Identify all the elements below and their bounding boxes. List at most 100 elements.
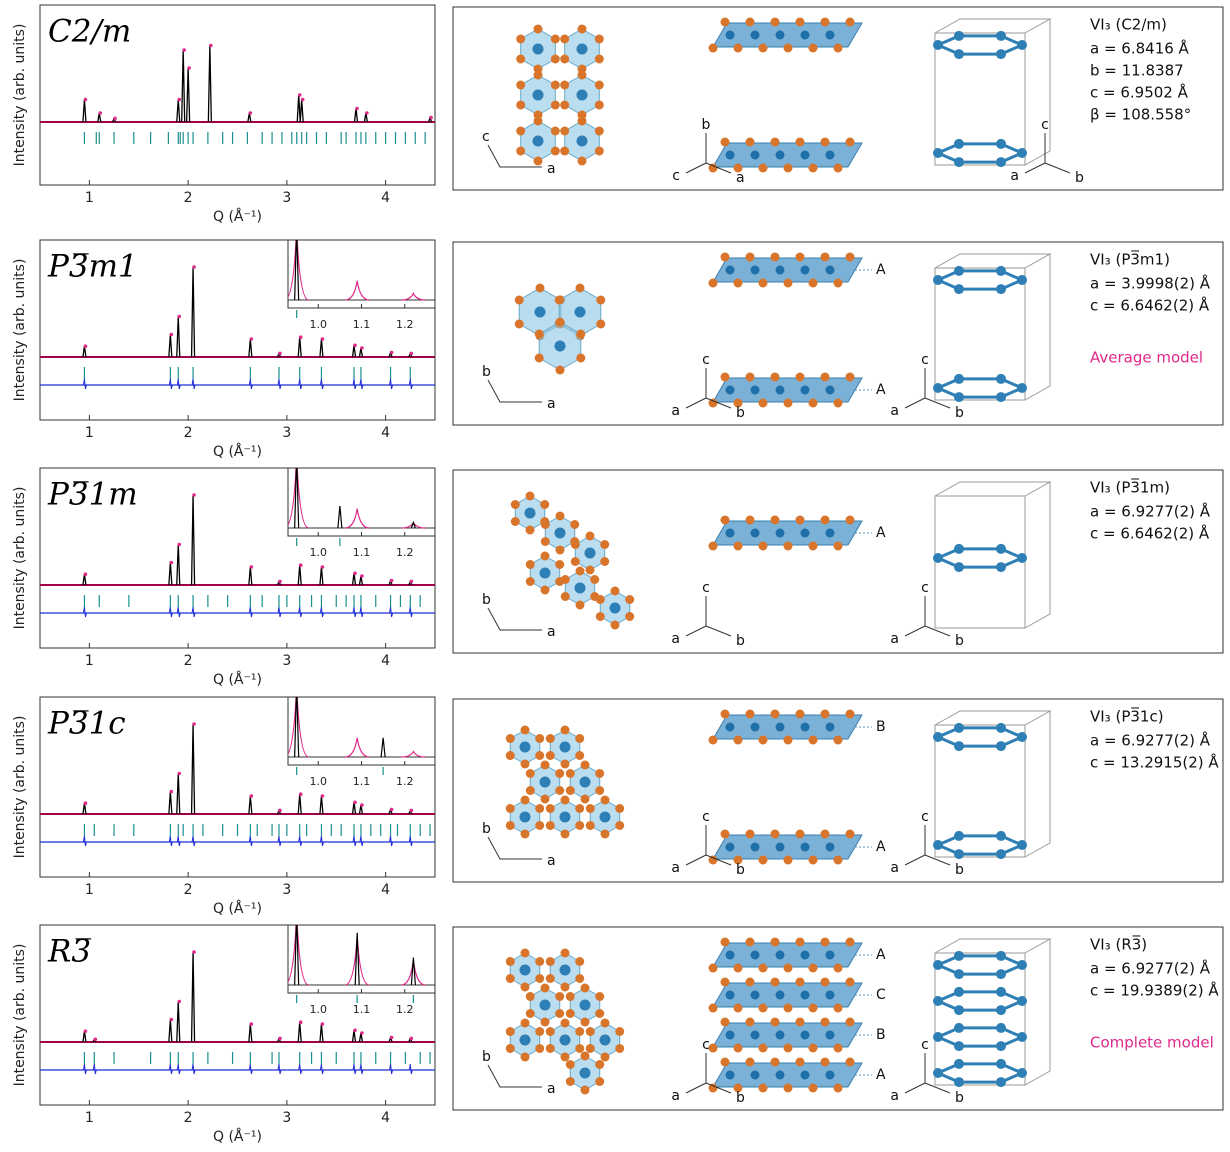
difference-spike: [248, 606, 253, 618]
iodine-atom: [516, 80, 526, 90]
observed-point: [320, 565, 325, 569]
observed-point: [83, 801, 88, 805]
iodine-atom: [745, 17, 755, 27]
inset-x-tick-label: 1.1: [353, 1003, 371, 1016]
iodine-atom: [795, 709, 805, 719]
iodine-atom: [795, 372, 805, 382]
iodine-atom: [516, 34, 526, 44]
iodine-atom: [733, 1003, 743, 1013]
layer-label: C: [876, 987, 886, 1003]
iodine-atom: [594, 146, 604, 156]
iodine-atom: [720, 977, 730, 987]
iodine-atom: [820, 515, 830, 525]
axis-label: c: [702, 580, 710, 596]
iodine-atom: [540, 551, 550, 561]
observed-point: [298, 563, 303, 567]
iodine-atom: [510, 517, 520, 526]
difference-spike: [359, 1063, 364, 1075]
x-tick-label: 2: [184, 190, 193, 206]
axis-label: a: [547, 1081, 556, 1097]
iodine-atom: [733, 1043, 743, 1053]
inset-x-tick-label: 1.0: [310, 775, 328, 788]
iodine-atom: [514, 319, 524, 329]
iodine-atom: [555, 317, 565, 327]
inset-observed-peak: [345, 508, 370, 529]
iodine-atom: [745, 829, 755, 839]
iodine-atom: [505, 821, 515, 830]
vanadium-atom: [996, 1005, 1006, 1016]
inset-observed-peak: [288, 697, 309, 758]
observed-point: [278, 351, 282, 356]
difference-spike: [92, 1063, 97, 1075]
iodine-atom: [820, 977, 830, 987]
axis-label: b: [955, 1090, 964, 1106]
observed-point: [177, 771, 182, 776]
iodine-atom: [550, 34, 560, 44]
iodine-atom: [770, 829, 780, 839]
iodine-atom: [733, 398, 743, 408]
iodine-atom: [600, 557, 610, 566]
vanadium-atom: [775, 150, 785, 160]
axis-triad: [904, 1053, 951, 1094]
vanadium-atom: [954, 986, 964, 997]
axis-label: c: [921, 809, 929, 825]
vanadium-atom: [775, 950, 785, 960]
vanadium-atom: [825, 722, 835, 732]
axis-label: b: [482, 364, 491, 380]
x-axis-label: Q (Å⁻¹): [213, 208, 262, 225]
inset-observed-peak: [345, 280, 370, 301]
iodine-atom: [585, 1027, 595, 1036]
observed-point: [389, 807, 394, 812]
iodine-atom: [540, 983, 550, 993]
observed-point: [355, 106, 359, 111]
axis-label: c: [702, 352, 710, 368]
inset-calculated-peak: [410, 957, 416, 986]
iodine-atom: [554, 295, 564, 305]
vanadium-atom: [933, 840, 943, 850]
axis-triad: [487, 379, 542, 403]
vanadium-atom: [825, 150, 835, 160]
vanadium-atom: [954, 1022, 964, 1033]
layer: [712, 377, 863, 403]
iodine-atom: [560, 1018, 570, 1028]
iodine-atom: [733, 963, 743, 973]
axis-label: c: [672, 168, 680, 184]
iodine-atom: [795, 137, 805, 147]
iodine-atom: [708, 163, 718, 173]
iodine-atom: [580, 1051, 590, 1061]
iodine-atom: [560, 146, 570, 156]
vanadium-atom: [519, 811, 531, 823]
inset-observed-peak: [401, 291, 426, 301]
unit-cell: [934, 253, 1052, 401]
iodine-atom: [577, 24, 587, 34]
inset-x-tick-label: 1.2: [396, 546, 414, 559]
vanadium-atom: [933, 996, 943, 1006]
difference-spike: [191, 606, 196, 618]
iodine-atom: [820, 372, 830, 382]
iodine-atom: [833, 278, 843, 288]
difference-spike: [82, 1063, 87, 1075]
vanadium-atom: [532, 135, 544, 147]
vanadium-atom: [825, 990, 835, 1000]
iodine-atom: [560, 575, 570, 584]
iodine-atom: [745, 252, 755, 262]
iodine-atom: [610, 586, 620, 596]
iodine-atom: [733, 1083, 743, 1093]
iodine-atom: [545, 1027, 555, 1036]
difference-spike: [176, 1063, 181, 1075]
observed-point: [300, 97, 305, 102]
observed-point: [409, 579, 414, 584]
iodine-atom: [833, 398, 843, 408]
inset-observed-peak: [288, 468, 309, 529]
iodine-atom: [565, 769, 575, 778]
iodine-atom: [758, 398, 768, 408]
observed-point: [169, 789, 174, 794]
vanadium-atom: [725, 842, 735, 852]
difference-spike: [168, 378, 173, 390]
vanadium-atom: [775, 990, 785, 1000]
vanadium-atom: [725, 265, 735, 275]
vanadium-atom: [933, 732, 943, 742]
iodine-atom: [545, 751, 555, 760]
vanadium-atom: [954, 1041, 964, 1052]
